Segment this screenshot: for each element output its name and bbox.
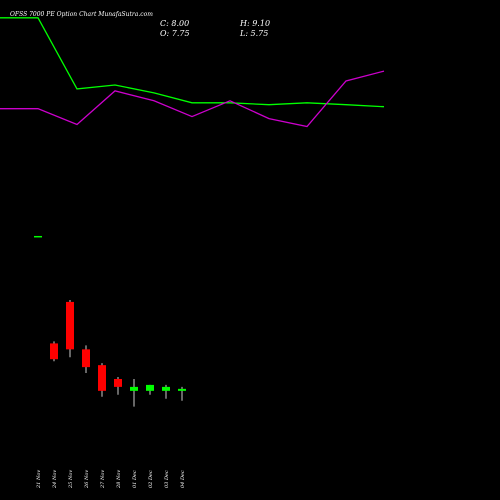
indicator-lines xyxy=(0,17,385,128)
candle-body xyxy=(114,378,122,387)
x-tick-label: 02 Dec xyxy=(148,470,154,488)
candle-body xyxy=(50,343,58,360)
candle-body xyxy=(98,365,106,391)
candle-body xyxy=(82,349,90,368)
x-tick-label: 21 Nov xyxy=(36,470,42,489)
x-tick-label: 24 Nov xyxy=(52,470,58,489)
open-value: O: 7.75 xyxy=(160,29,190,38)
x-tick-label: 27 Nov xyxy=(100,470,106,489)
candle-body xyxy=(146,384,154,391)
candle-body xyxy=(178,388,186,391)
candle-body xyxy=(130,386,138,391)
close-value: C: 8.00 xyxy=(160,19,189,28)
green-line xyxy=(0,17,385,108)
x-tick-label: 25 Nov xyxy=(68,470,74,489)
x-tick-label: 26 Nov xyxy=(84,470,90,489)
purple-line xyxy=(0,70,385,128)
x-tick-labels: 21 Nov 24 Nov 25 Nov 26 Nov 27 Nov 28 Nov 01 D… xyxy=(36,470,186,489)
x-tick-label: 28 Nov xyxy=(116,470,122,489)
low-value: L: 5.75 xyxy=(239,29,268,38)
chart-title: OFSS 7000 PE Option Chart MunafaSutra.co… xyxy=(10,11,153,18)
candle-body xyxy=(162,386,170,391)
high-value: H: 9.10 xyxy=(239,19,270,28)
x-tick-label: 03 Dec xyxy=(164,470,170,488)
candles xyxy=(34,235,186,407)
x-tick-label: 04 Dec xyxy=(180,470,186,488)
candle-body xyxy=(66,301,74,350)
x-tick-label: 01 Dec xyxy=(132,470,138,488)
